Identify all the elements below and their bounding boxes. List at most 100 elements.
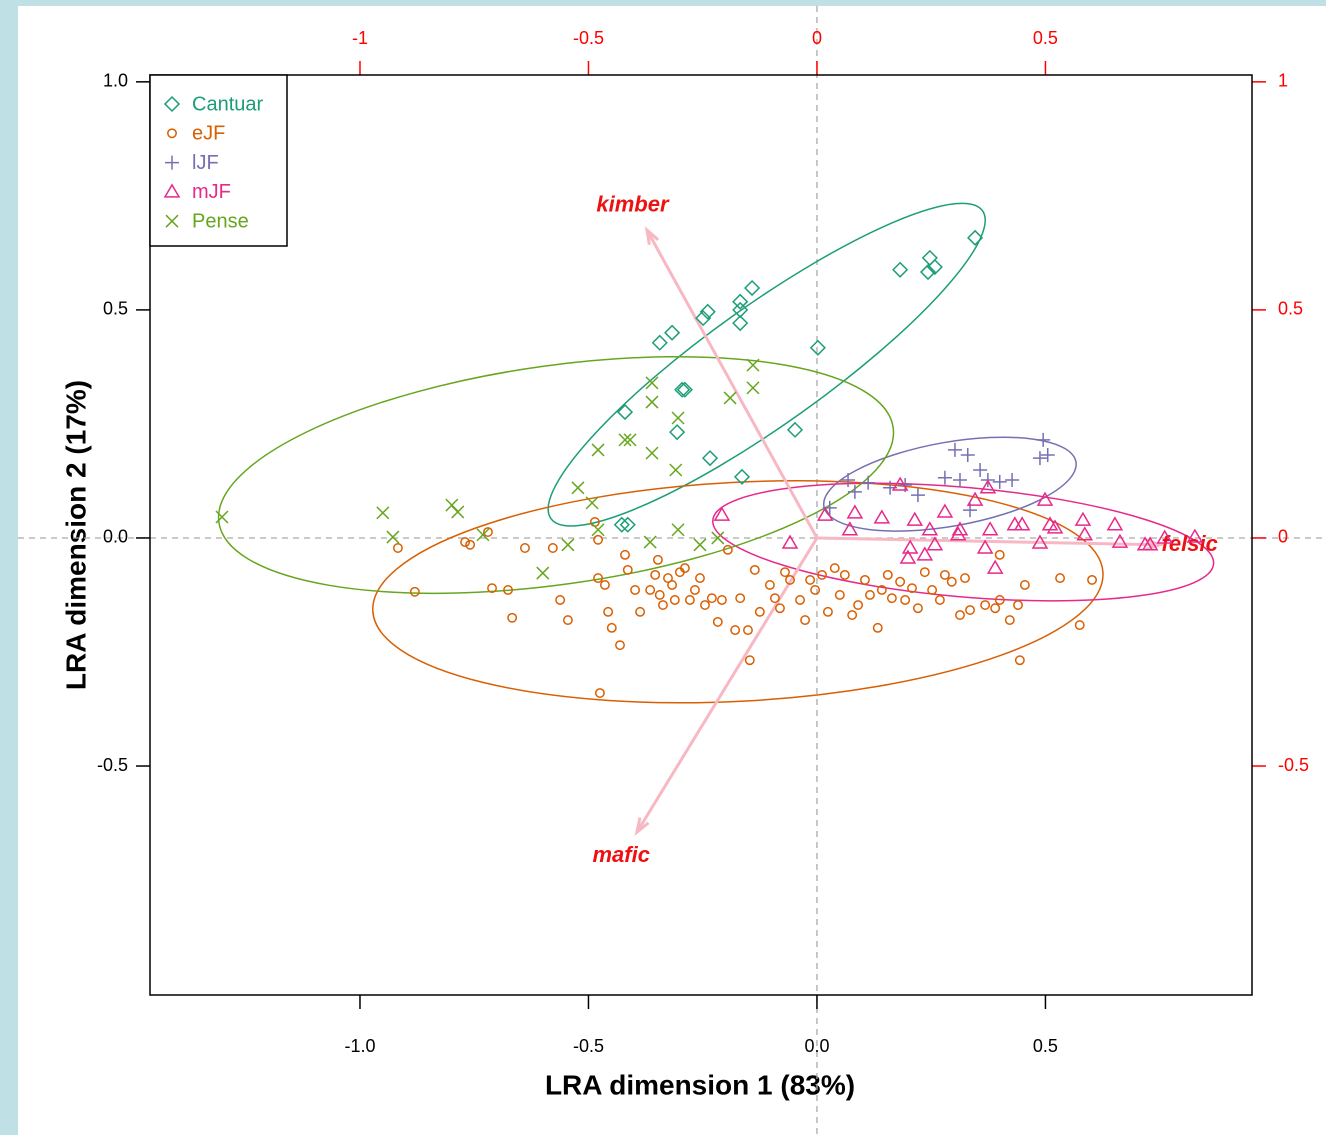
point — [651, 334, 668, 351]
confidence-ellipse — [712, 482, 1215, 602]
point — [785, 574, 795, 585]
point — [816, 506, 834, 521]
point — [699, 303, 716, 320]
point — [769, 593, 780, 604]
point — [810, 585, 821, 595]
point — [876, 585, 887, 595]
point — [613, 516, 630, 533]
point — [829, 563, 840, 574]
y-tick-label: -0.5 — [97, 755, 128, 775]
point — [926, 536, 944, 551]
y-tick-label: 0.5 — [103, 299, 128, 319]
point — [593, 534, 604, 545]
point — [912, 603, 923, 614]
point — [910, 488, 925, 503]
point — [960, 573, 970, 584]
point — [732, 315, 749, 332]
point — [809, 339, 826, 356]
point — [1186, 528, 1204, 543]
point — [847, 610, 858, 620]
point — [800, 615, 811, 626]
point — [671, 411, 685, 425]
point — [465, 539, 476, 550]
point — [901, 539, 919, 554]
point — [684, 595, 695, 605]
y2-tick-label: 0 — [1278, 527, 1288, 547]
point — [735, 593, 746, 604]
x2-tick-label: 0.5 — [1033, 28, 1058, 48]
point — [992, 474, 1007, 489]
point — [585, 496, 599, 510]
point — [591, 523, 605, 537]
point — [723, 391, 737, 405]
point — [795, 595, 805, 605]
point — [606, 622, 617, 633]
legend-marker — [167, 128, 177, 139]
plot-frame — [149, 74, 1253, 996]
point — [695, 310, 712, 327]
y-tick-label: 1.0 — [103, 71, 128, 91]
point — [482, 527, 493, 537]
point — [927, 585, 938, 595]
legend-marker — [165, 155, 179, 170]
point — [616, 404, 634, 421]
legend-label: mJF — [192, 181, 231, 203]
point — [1156, 529, 1174, 544]
point — [1031, 534, 1049, 549]
point — [669, 463, 683, 477]
point — [669, 424, 686, 441]
point — [817, 569, 827, 580]
arrow-label: mafic — [593, 842, 650, 867]
point — [603, 606, 614, 617]
point — [907, 583, 917, 594]
point — [386, 530, 400, 544]
point — [679, 563, 690, 574]
point — [926, 258, 943, 276]
point — [547, 543, 558, 553]
point — [476, 528, 490, 542]
point — [716, 595, 727, 605]
legend-marker — [163, 183, 181, 198]
point — [1111, 533, 1129, 548]
point — [746, 358, 760, 372]
point — [618, 433, 632, 447]
point — [615, 640, 625, 651]
point — [1036, 491, 1054, 506]
point — [1019, 579, 1030, 590]
point — [1074, 511, 1092, 526]
point — [960, 447, 975, 462]
y2-tick-label: 0.5 — [1278, 299, 1303, 319]
legend-label: eJF — [192, 123, 225, 145]
point — [1005, 473, 1020, 488]
point — [994, 595, 1005, 605]
point — [886, 593, 897, 604]
point — [507, 612, 518, 623]
point — [834, 590, 845, 600]
point — [952, 473, 967, 488]
point — [487, 583, 497, 594]
point — [623, 433, 637, 447]
point — [674, 381, 691, 398]
point — [937, 470, 952, 485]
point — [990, 603, 1001, 614]
point — [693, 538, 707, 552]
point — [774, 603, 785, 614]
point — [658, 600, 668, 610]
point — [669, 595, 680, 605]
arrow-shaft — [645, 229, 819, 539]
point — [861, 475, 876, 490]
point — [947, 442, 962, 457]
confidence-ellipse — [822, 436, 1077, 532]
point — [967, 229, 984, 246]
point — [503, 585, 513, 595]
point — [916, 546, 934, 561]
point — [1004, 615, 1015, 626]
legend-label: lJF — [192, 152, 219, 174]
point — [979, 479, 997, 494]
point — [839, 569, 850, 580]
point — [409, 586, 420, 597]
point — [711, 531, 725, 545]
point — [1032, 451, 1047, 466]
point — [1014, 655, 1025, 666]
point — [654, 590, 665, 600]
